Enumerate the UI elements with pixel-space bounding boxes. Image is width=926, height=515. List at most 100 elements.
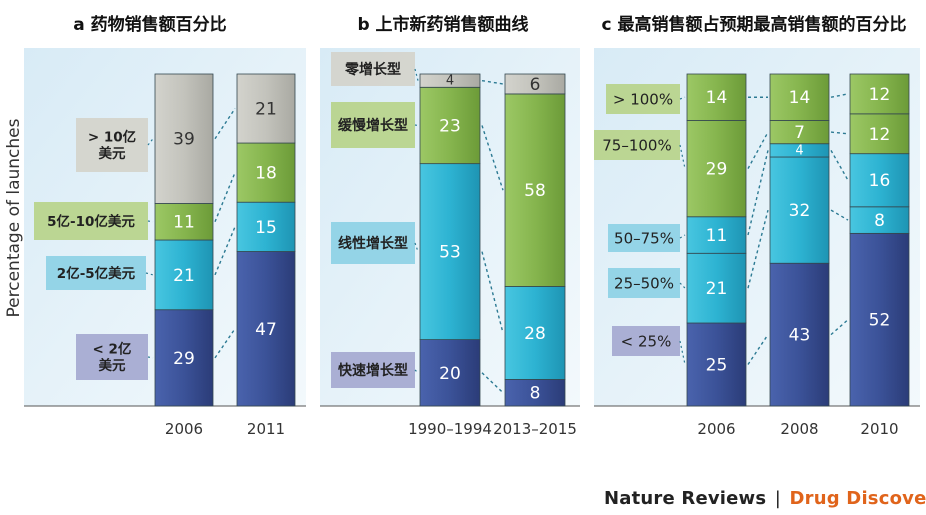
connector-1-0-0 bbox=[481, 372, 504, 394]
data-label-2-2-3: 12 bbox=[869, 125, 891, 145]
data-label-2-0-2: 11 bbox=[706, 226, 728, 246]
data-label-2-0-3: 29 bbox=[706, 160, 728, 180]
bar-segment-0-0-0 bbox=[154, 309, 214, 407]
bar-segment-1-0-0 bbox=[419, 339, 481, 407]
bar-segment-0-0-3 bbox=[154, 73, 214, 204]
bar-segment-2-2-1 bbox=[849, 206, 910, 234]
data-label-2-2-1: 8 bbox=[874, 211, 885, 231]
data-label-2-0-1: 21 bbox=[706, 279, 728, 299]
bar-segment-2-1-0 bbox=[769, 262, 830, 407]
data-label-2-2-0: 52 bbox=[869, 311, 891, 331]
legend-leader-2-1 bbox=[679, 282, 686, 289]
legend-leader-2-4 bbox=[679, 96, 686, 100]
data-label-1-1-1: 28 bbox=[524, 324, 546, 344]
legend-box-2-3 bbox=[594, 130, 680, 160]
data-label-2-2-2: 16 bbox=[869, 171, 891, 191]
data-label-1-1-2: 58 bbox=[524, 181, 546, 201]
legend-label-0-0-1: 美元 bbox=[99, 357, 126, 374]
category-label-2-0: 2006 bbox=[697, 420, 735, 438]
data-label-0-1-2: 18 bbox=[255, 164, 277, 184]
bar-segment-2-0-2 bbox=[686, 216, 747, 254]
bar-segment-2-2-3 bbox=[849, 113, 910, 155]
data-label-2-0-0: 25 bbox=[706, 356, 728, 376]
data-label-1-0-3: 4 bbox=[446, 74, 454, 89]
bar-segment-1-1-3 bbox=[504, 73, 566, 95]
connector-2-0-2 bbox=[747, 150, 769, 236]
data-label-2-1-1: 32 bbox=[789, 201, 811, 221]
bar-segment-1-0-2 bbox=[419, 86, 481, 165]
bar-segment-1-0-3 bbox=[419, 73, 481, 88]
data-label-0-0-0: 29 bbox=[173, 349, 195, 369]
data-label-0-1-1: 15 bbox=[255, 218, 277, 238]
legend-label-0-0-0: < 2亿 bbox=[93, 341, 132, 358]
data-label-1-0-2: 23 bbox=[439, 116, 461, 136]
legend-label-1-3-0: 零增长型 bbox=[344, 61, 401, 78]
legend-leader-0-2 bbox=[147, 220, 154, 223]
journal-credit: Nature Reviews | Drug Discovery bbox=[604, 488, 926, 509]
category-label-0-1: 2011 bbox=[247, 420, 285, 438]
legend-box-2-1 bbox=[608, 268, 680, 298]
data-label-0-0-2: 11 bbox=[173, 213, 195, 233]
legend-label-0-3-0: > 10亿 bbox=[88, 129, 136, 146]
legend-box-1-3 bbox=[331, 52, 415, 86]
bar-segment-2-1-4 bbox=[769, 73, 830, 121]
legend-leader-0-1 bbox=[145, 272, 154, 276]
bar-segment-0-1-1 bbox=[236, 201, 296, 252]
data-label-1-0-1: 53 bbox=[439, 243, 461, 263]
category-label-1-1: 2013–2015 bbox=[493, 420, 577, 438]
legend-leader-2-3 bbox=[679, 144, 686, 169]
bar-segment-1-1-1 bbox=[504, 286, 566, 380]
data-label-0-1-0: 47 bbox=[255, 320, 277, 340]
panel-b-title: b 上市新药销售额曲线 bbox=[357, 14, 528, 35]
category-label-2-2: 2010 bbox=[860, 420, 898, 438]
data-label-1-0-0: 20 bbox=[439, 364, 461, 384]
data-label-2-1-4: 14 bbox=[789, 88, 811, 108]
legend-leader-1-1 bbox=[414, 242, 419, 252]
connector-2-1-3 bbox=[830, 131, 849, 135]
bar-segment-2-2-0 bbox=[849, 232, 910, 407]
bar-segment-1-1-2 bbox=[504, 93, 566, 287]
legend-label-1-2-0: 缓慢增长型 bbox=[338, 117, 408, 134]
credit-journal: Nature Reviews bbox=[604, 488, 767, 509]
bar-segment-2-0-4 bbox=[686, 73, 747, 121]
legend-box-2-2 bbox=[608, 224, 680, 252]
data-label-1-1-3: 6 bbox=[530, 75, 541, 95]
connector-2-1-4 bbox=[830, 93, 849, 98]
legend-leader-2-0 bbox=[679, 340, 686, 365]
legend-box-2-4 bbox=[606, 84, 680, 114]
connector-2-0-3 bbox=[747, 131, 769, 169]
legend-box-1-1 bbox=[331, 222, 415, 264]
connector-2-1-0 bbox=[830, 319, 849, 336]
connector-0-0-3 bbox=[214, 108, 236, 140]
connector-0-0-2 bbox=[214, 172, 236, 223]
category-label-2-1: 2008 bbox=[780, 420, 818, 438]
credit-section: Drug Discovery bbox=[789, 488, 926, 509]
bar-segment-2-0-3 bbox=[686, 120, 747, 218]
legend-label-1-1-0: 线性增长型 bbox=[338, 235, 408, 252]
bar-segment-0-1-0 bbox=[236, 251, 296, 407]
connector-2-0-1 bbox=[747, 209, 769, 289]
legend-box-0-1 bbox=[46, 256, 146, 290]
data-label-2-1-2: 4 bbox=[795, 143, 803, 158]
legend-label-1-0-0: 快速增长型 bbox=[338, 362, 408, 379]
category-label-1-0: 1990–1994 bbox=[408, 420, 492, 438]
legend-leader-2-2 bbox=[679, 234, 686, 239]
connector-1-0-2 bbox=[481, 125, 504, 191]
legend-label-0-2-0: 5亿-10亿美元 bbox=[47, 213, 135, 230]
legend-box-2-0 bbox=[612, 326, 680, 356]
data-label-2-0-4: 14 bbox=[706, 88, 728, 108]
legend-label-2-4-0: > 100% bbox=[613, 90, 673, 108]
connector-1-0-1 bbox=[481, 251, 504, 334]
connector-0-0-1 bbox=[214, 226, 236, 276]
legend-box-0-3 bbox=[76, 118, 148, 172]
bar-segment-2-2-4 bbox=[849, 73, 910, 115]
legend-label-2-2-0: 50–75% bbox=[614, 229, 674, 247]
data-label-2-1-3: 7 bbox=[794, 123, 805, 143]
legend-label-2-1-0: 25–50% bbox=[614, 274, 674, 292]
legend-box-0-2 bbox=[34, 202, 148, 240]
legend-leader-1-3 bbox=[414, 68, 419, 81]
panel-c-title: c 最高销售额占预期最高销售额的百分比 bbox=[602, 14, 907, 35]
y-axis-label: Percentage of launches bbox=[4, 118, 24, 317]
panel-a-title: a 药物销售额百分比 bbox=[73, 14, 226, 35]
